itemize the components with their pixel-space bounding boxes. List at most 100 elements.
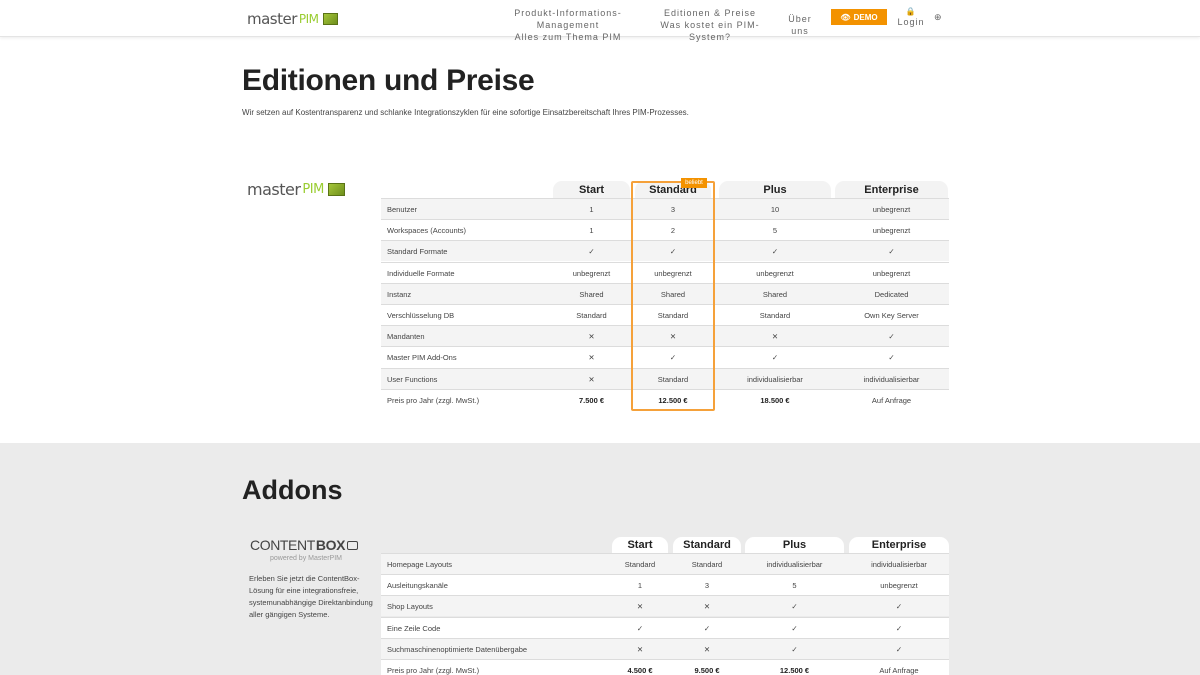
row-label: Verschlüsselung DB: [387, 311, 455, 320]
check-icon: ✓: [791, 644, 798, 654]
contentbox-icon: [347, 540, 359, 550]
contentbox-title: CONTENT BOX: [250, 537, 359, 553]
table-logo-pim: PIM: [302, 182, 324, 197]
table-cell: 1: [589, 205, 594, 214]
nav-item-about-title: Über uns: [788, 14, 812, 36]
table-cell: 5: [772, 226, 778, 236]
logo-cube-icon: [322, 13, 338, 25]
table-cell: individualisierbar: [747, 374, 803, 384]
cross-icon: ✕: [588, 332, 595, 342]
row-label: Shop Layouts: [387, 602, 433, 612]
row-label: Instanz: [387, 289, 412, 299]
cross-icon: ✕: [703, 644, 711, 654]
check-icon: ✓: [771, 247, 779, 257]
table-cell: Standard: [624, 560, 656, 569]
table-cell: 12.500 €: [658, 395, 688, 405]
table-row: Instanz Shared Shared Shared Dedicated: [381, 282, 949, 304]
table-cell: Shared: [762, 289, 788, 299]
column-header-enterprise: Enterprise: [835, 181, 948, 198]
table-cell: 1: [637, 581, 643, 591]
column-header-plus: Plus: [745, 537, 844, 553]
nav-item-pricing[interactable]: Editionen & Preise Was kostet ein PIM-Sy…: [648, 7, 772, 43]
table-cell: 10: [770, 205, 780, 214]
table-row: Mandanten ✕ ✕ ✕ ✓: [381, 325, 949, 347]
row-label: Suchmaschinenoptimierte Datenübergabe: [387, 644, 528, 654]
table-cell: 4.500 €: [627, 666, 653, 675]
row-label: Preis pro Jahr (zzgl. MwSt.): [387, 395, 480, 405]
check-icon: ✓: [636, 623, 644, 633]
table-cell: unbegrenzt: [756, 268, 794, 278]
popular-badge: beliebt: [681, 178, 707, 188]
table-cell: 12.500 €: [779, 666, 810, 675]
nav-item-pricing-subtitle: Was kostet ein PIM-System?: [660, 20, 760, 42]
row-label: Workspaces (Accounts): [387, 226, 467, 236]
cross-icon: ✕: [636, 644, 644, 654]
row-label: Eine Zeile Code: [387, 623, 441, 633]
check-icon: ✓: [771, 353, 779, 363]
row-label: Individuelle Formate: [387, 268, 455, 278]
login-label: Login: [897, 17, 925, 27]
table-cell: 1: [589, 226, 594, 236]
site-header: master PIM Produkt-Informations-Manageme…: [0, 0, 1200, 42]
masterpim-logo[interactable]: master PIM: [247, 10, 338, 28]
nav-item-pim[interactable]: Produkt-Informations-Management Alles zu…: [492, 7, 644, 43]
check-icon: ✓: [888, 332, 895, 342]
check-icon: ✓: [588, 247, 595, 257]
table-cell: 18.500 €: [760, 395, 790, 405]
check-icon: ✓: [791, 602, 798, 612]
check-icon: ✓: [895, 602, 903, 612]
row-label: Preis pro Jahr (zzgl. MwSt.): [387, 666, 480, 675]
table-row: User Functions ✕ Standard individualisierba…: [381, 367, 949, 389]
table-cell: 9.500 €: [694, 666, 720, 675]
price-row: Preis pro Jahr (zzgl. MwSt.) 4.500 € 9.500…: [381, 659, 949, 675]
table-cell: individualisierbar: [863, 374, 920, 384]
lock-icon: 🔒: [905, 7, 917, 16]
cross-icon: ✕: [588, 374, 595, 384]
table-row: Suchmaschinenoptimierte Datenübergabe ✕ ✕ ✓…: [381, 637, 949, 659]
check-icon: ✓: [888, 353, 895, 363]
contentbox-subtitle: powered by MasterPIM: [270, 555, 342, 562]
table-cell: 3: [670, 205, 676, 214]
cross-icon: ✕: [771, 332, 779, 342]
globe-icon[interactable]: ⊕: [934, 12, 942, 22]
table-cell: 3: [704, 581, 710, 591]
table-cell: unbegrenzt: [654, 268, 692, 278]
column-header-start: Start: [553, 181, 630, 198]
table-cell: Shared: [579, 289, 604, 299]
table-row: Workspaces (Accounts) 1 2 5 unbegrenzt: [381, 219, 949, 240]
table-row: Master PIM Add-Ons ✕ ✓ ✓ ✓: [381, 346, 949, 367]
contentbox-description: Erleben Sie jetzt die ContentBox-Lösung …: [249, 574, 373, 619]
login-link[interactable]: 🔒 Login: [897, 7, 925, 28]
demo-button[interactable]: 👁 DEMO: [831, 9, 887, 25]
table-cell: Auf Anfrage: [879, 666, 919, 675]
table-cell: unbegrenzt: [572, 268, 611, 278]
table-cell: Standard: [759, 311, 791, 320]
table-cell: Standard: [657, 374, 689, 384]
page-title: Editionen und Preise: [242, 64, 535, 97]
table-cell: Standard: [657, 311, 689, 320]
row-label: Mandanten: [387, 332, 425, 342]
table-cell: unbegrenzt: [872, 226, 911, 236]
table-cell: individualisierbar: [871, 560, 927, 569]
table-cell: Standard: [691, 560, 723, 569]
addons-table: Start Standard Plus Enterprise Homepage Layo…: [381, 537, 949, 675]
check-icon: ✓: [888, 247, 895, 257]
check-icon: ✓: [895, 644, 903, 654]
nav-item-about[interactable]: Über uns: [778, 13, 822, 37]
table-cell: Standard: [576, 311, 607, 320]
cross-icon: ✕: [636, 602, 644, 612]
table-logo: master PIM: [247, 180, 345, 199]
table-row: Ausleitungskanäle 1 3 5 unbegrenzt: [381, 574, 949, 596]
logo-pim: PIM: [298, 12, 319, 26]
table-cell: unbegrenzt: [880, 581, 918, 591]
row-label: Ausleitungskanäle: [387, 581, 448, 591]
price-row: Preis pro Jahr (zzgl. MwSt.) 7.500 € 12.50…: [381, 388, 949, 410]
demo-label: DEMO: [853, 12, 878, 22]
table-cell: unbegrenzt: [872, 205, 911, 214]
table-cell: individualisierbar: [766, 560, 823, 569]
table-row: Benutzer 1 3 10 unbegrenzt: [381, 198, 949, 219]
column-header-start: Start: [612, 537, 668, 553]
nav-item-pim-title: Produkt-Informations-Management: [514, 8, 622, 30]
column-header-plus: Plus: [719, 181, 831, 198]
addons-title: Addons: [242, 475, 343, 505]
